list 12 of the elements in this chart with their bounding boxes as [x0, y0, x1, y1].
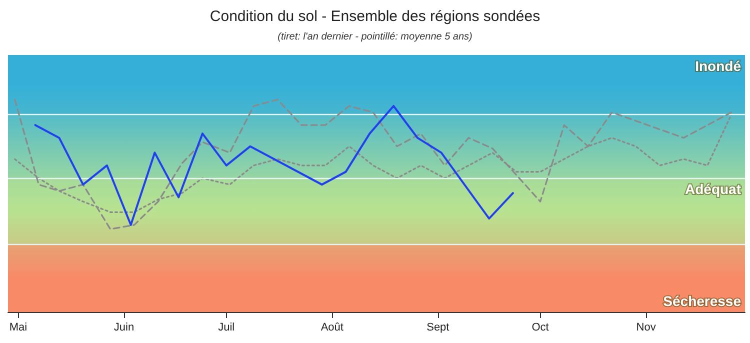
band-label: Sécheresse — [663, 293, 742, 309]
x-tick-label: Nov — [636, 322, 656, 334]
chart-subtitle: (tiret: l'an dernier - pointillé: moyenne 5 ans) — [278, 32, 472, 42]
x-tick-label: Mai — [9, 322, 28, 334]
x-tick-label: Oct — [532, 322, 549, 334]
band-label: Adéquat — [685, 181, 742, 198]
x-tick-label: Sept — [426, 322, 450, 334]
x-tick-label: Juil — [218, 322, 235, 334]
x-tick-label: Juin — [114, 322, 134, 334]
band-label: Inondé — [695, 58, 742, 74]
chart-title: Condition du sol - Ensemble des régions sondées — [210, 8, 540, 25]
x-tick-label: Août — [320, 322, 344, 334]
